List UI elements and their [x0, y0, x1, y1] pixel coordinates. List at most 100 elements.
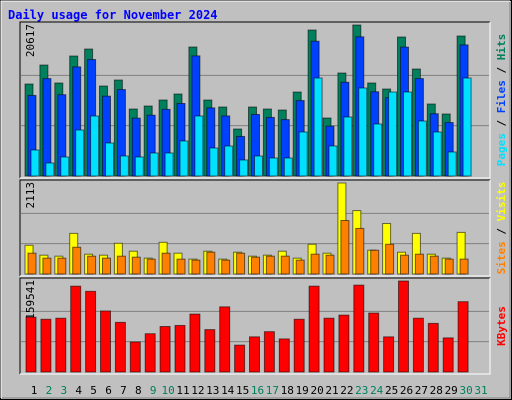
- plot-bevel-light: [20, 278, 491, 375]
- bar: [355, 227, 365, 275]
- plot-bevel-light: [20, 22, 491, 179]
- x-tick-label: 18: [281, 384, 294, 397]
- bar: [42, 78, 52, 177]
- bar: [414, 253, 424, 275]
- bar: [417, 120, 427, 177]
- x-tick-label: 9: [150, 384, 157, 397]
- legend-separator: [495, 127, 508, 134]
- legend-separator: /: [495, 67, 508, 74]
- legend-entry: KBytes: [495, 306, 508, 346]
- legend-entry: Files: [495, 80, 508, 113]
- bar: [116, 255, 126, 275]
- x-tick-label: 27: [415, 384, 428, 397]
- bar: [340, 220, 350, 275]
- x-tick-label: 21: [325, 384, 338, 397]
- bar: [174, 324, 186, 373]
- bar: [119, 155, 129, 177]
- bar: [370, 249, 380, 275]
- legend-separator: [495, 113, 508, 120]
- x-tick-label: 13: [206, 384, 219, 397]
- legend-separator: [495, 235, 508, 242]
- bar: [224, 145, 234, 177]
- legend-separator: [495, 221, 508, 228]
- bar: [209, 147, 219, 177]
- x-tick-label: 24: [370, 384, 384, 397]
- bar: [70, 285, 82, 373]
- bar: [105, 142, 114, 177]
- bar: [368, 312, 380, 373]
- x-tick-label: 17: [266, 384, 279, 397]
- bar: [328, 145, 338, 177]
- x-tick-label: 23: [355, 384, 368, 397]
- bar: [87, 255, 97, 275]
- bar: [251, 256, 260, 275]
- bar: [179, 140, 189, 177]
- bar: [90, 115, 100, 177]
- bar: [293, 318, 305, 373]
- x-tick-label: 10: [161, 384, 174, 397]
- bar: [268, 157, 278, 177]
- bar: [412, 317, 424, 373]
- bar: [27, 252, 37, 275]
- legend: Sites / Visits: [495, 182, 508, 275]
- bar: [176, 258, 186, 275]
- bar: [75, 129, 85, 177]
- x-tick-label: 11: [176, 384, 189, 397]
- bar: [60, 156, 70, 177]
- bar: [114, 321, 126, 373]
- x-tick-label: 4: [75, 384, 82, 397]
- plot-bevel-dark: [19, 21, 490, 178]
- bar: [42, 257, 52, 275]
- bar: [283, 157, 293, 177]
- bar: [343, 116, 353, 177]
- bar: [388, 91, 398, 177]
- x-tick-label: 29: [445, 384, 458, 397]
- x-tick-label: 12: [191, 384, 204, 397]
- bar: [149, 152, 159, 177]
- bar: [385, 243, 395, 275]
- legend: KBytes: [495, 306, 508, 346]
- bar: [313, 77, 323, 177]
- x-tick-label: 7: [120, 384, 127, 397]
- bar: [206, 251, 216, 275]
- x-tick-label: 20: [310, 384, 323, 397]
- bar: [457, 301, 469, 373]
- chart-title: Daily usage for November 2024: [8, 8, 218, 22]
- bar: [298, 131, 308, 177]
- bar: [131, 256, 141, 275]
- legend-entry: Sites: [495, 241, 508, 274]
- bar: [249, 336, 260, 373]
- bar: [129, 341, 141, 373]
- bar: [432, 131, 442, 177]
- legend-separator: /: [495, 228, 508, 235]
- bar: [254, 155, 263, 177]
- bar: [191, 259, 201, 275]
- bar: [134, 156, 144, 177]
- bar: [403, 91, 412, 177]
- y-tick-label: 20617: [24, 24, 37, 57]
- bar: [57, 257, 67, 275]
- x-tick-label: 8: [135, 384, 142, 397]
- bar: [234, 344, 246, 373]
- bar: [462, 77, 472, 177]
- x-tick-label: 15: [236, 384, 249, 397]
- x-tick-label: 26: [400, 384, 413, 397]
- plot-bevel-dark: [19, 277, 490, 374]
- bar: [164, 152, 174, 177]
- x-tick-label: 28: [430, 384, 443, 397]
- bar: [45, 162, 55, 177]
- plot-bevel-light: [20, 180, 491, 277]
- x-tick-label: 6: [105, 384, 112, 397]
- y-tick-label: 2113: [24, 182, 37, 209]
- bar: [219, 306, 231, 373]
- bar: [236, 252, 246, 275]
- bar: [442, 337, 454, 373]
- bar: [358, 87, 368, 177]
- x-tick-label: 2: [46, 384, 53, 397]
- bar: [204, 329, 216, 373]
- legend: Pages / Files / Hits: [495, 34, 508, 167]
- bar: [263, 331, 275, 373]
- bar: [100, 310, 111, 373]
